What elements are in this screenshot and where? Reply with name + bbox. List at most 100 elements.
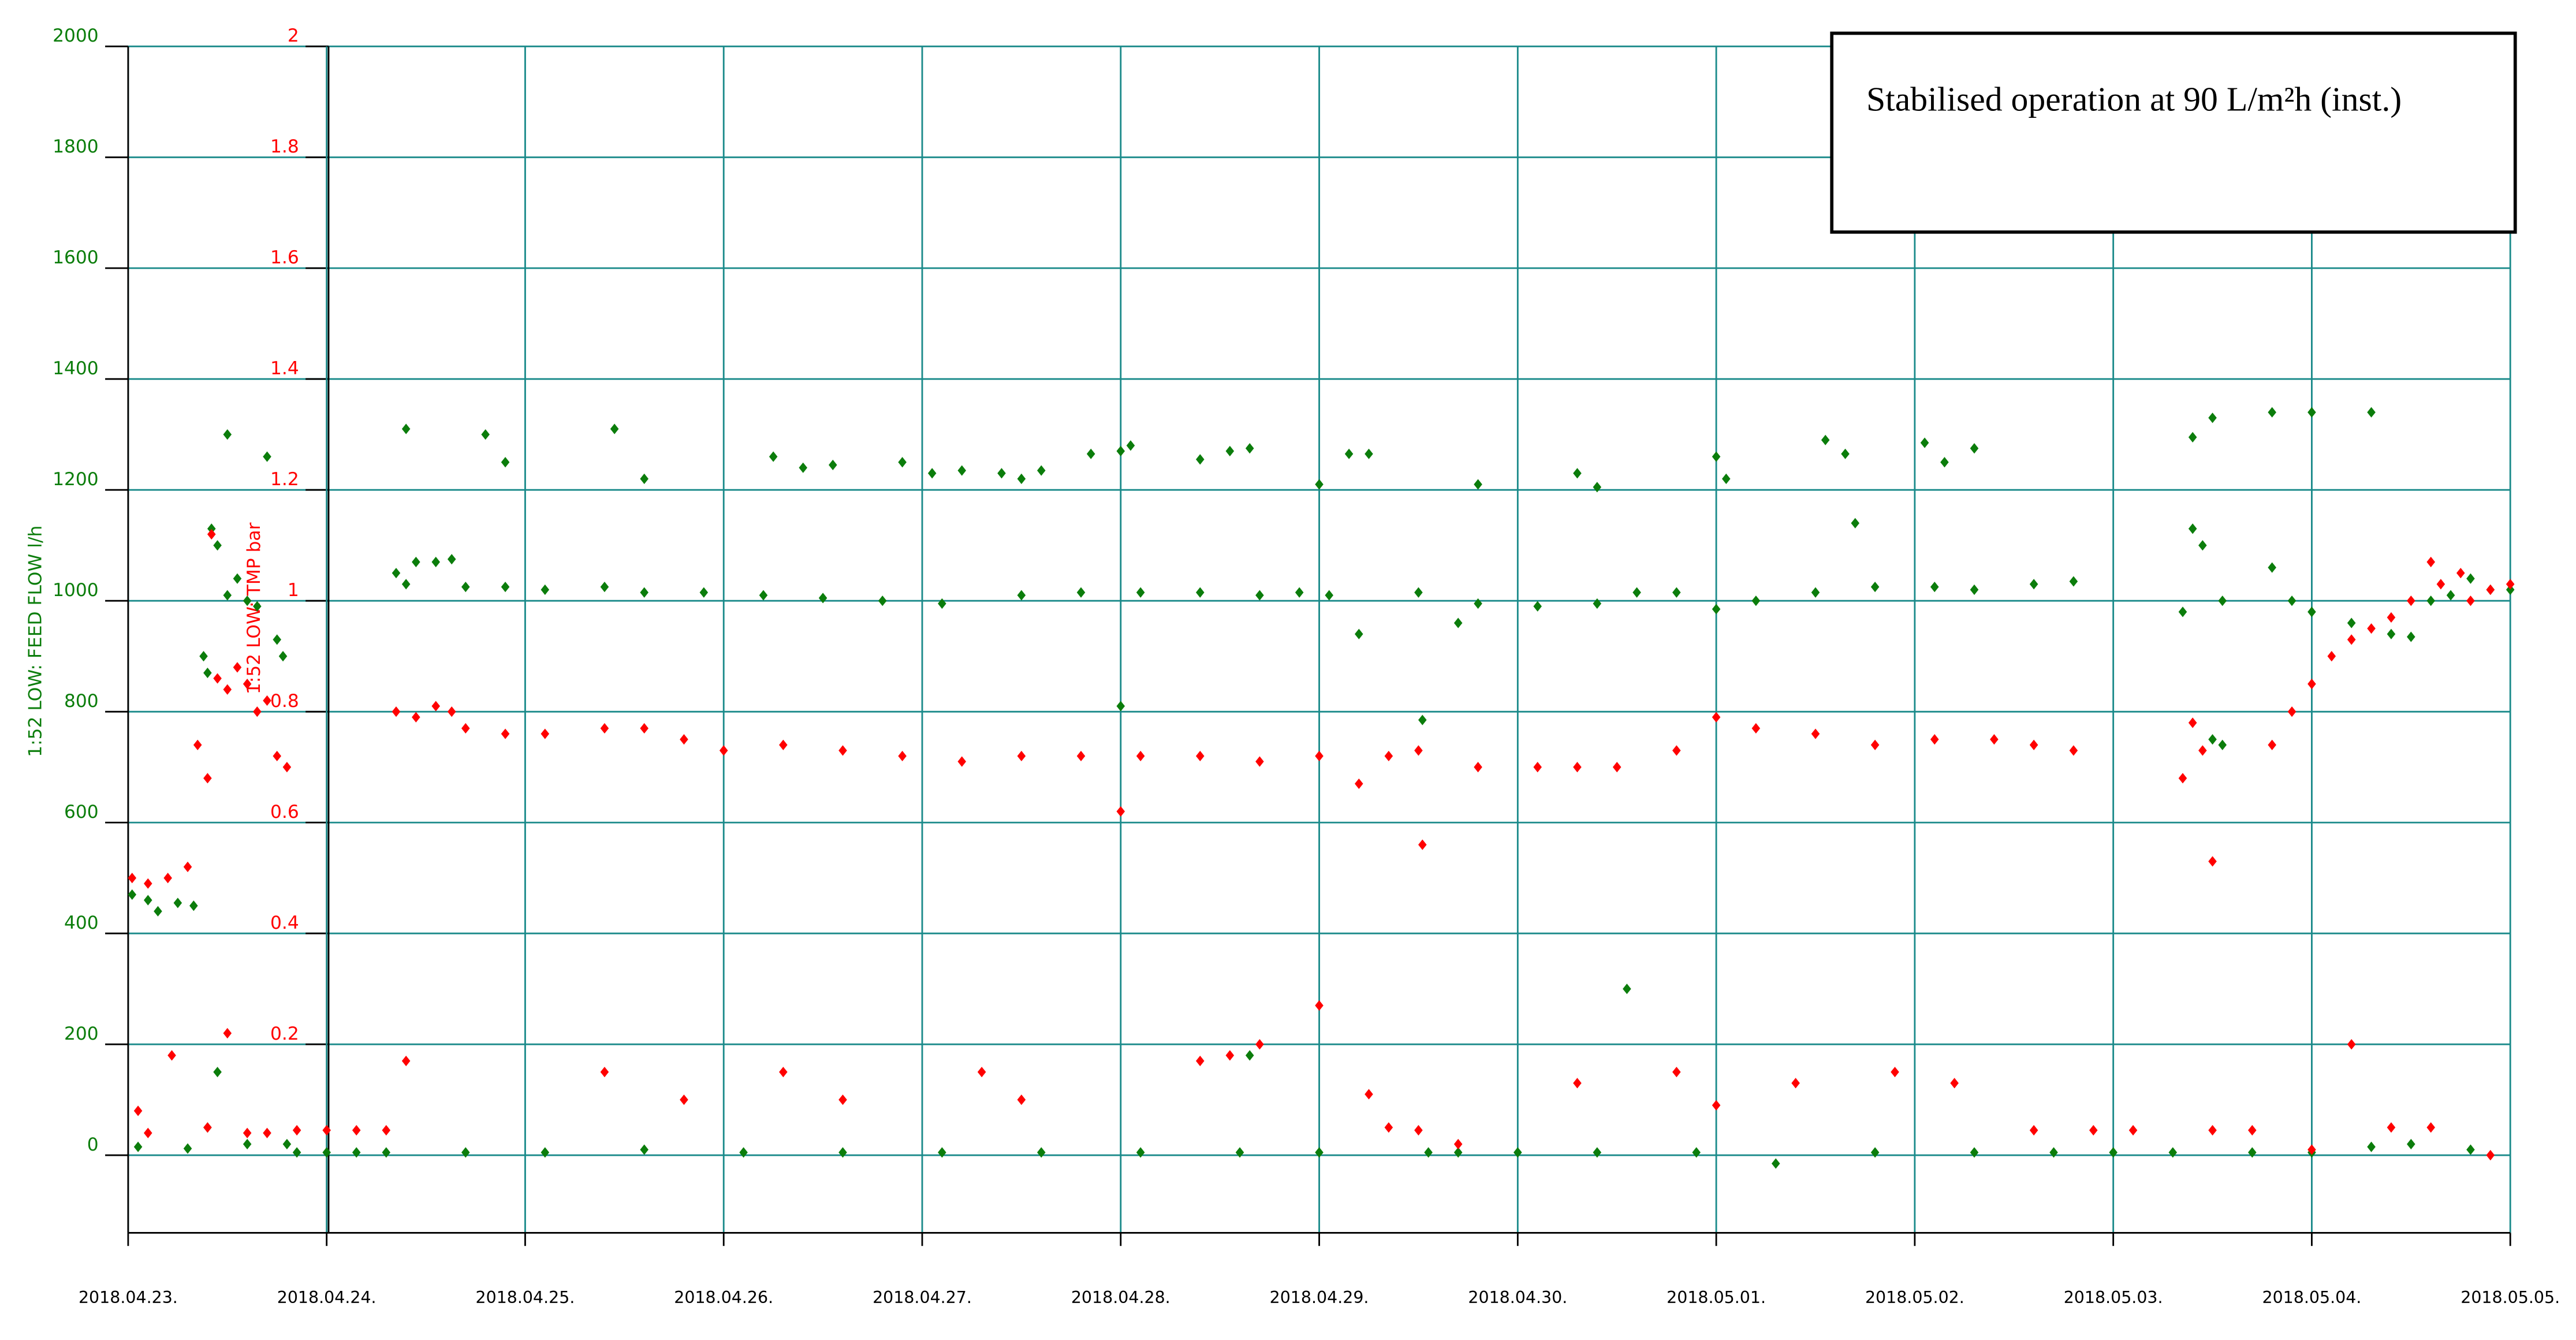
marker bbox=[2287, 595, 2297, 606]
marker bbox=[2426, 595, 2435, 606]
marker bbox=[144, 1127, 152, 1138]
marker bbox=[1225, 1050, 1235, 1061]
marker bbox=[1255, 590, 1264, 601]
marker bbox=[322, 1147, 331, 1158]
y-tick-label: 200 bbox=[64, 1023, 99, 1044]
y-tick-label: 1000 bbox=[53, 580, 99, 601]
marker bbox=[957, 465, 967, 476]
marker bbox=[1116, 445, 1125, 457]
marker bbox=[2248, 1125, 2257, 1136]
marker bbox=[2407, 1138, 2415, 1149]
marker bbox=[2208, 734, 2217, 745]
marker bbox=[207, 528, 216, 540]
x-tick-label: 2018.04.24. bbox=[277, 1288, 376, 1307]
marker bbox=[1325, 590, 1334, 601]
marker bbox=[243, 1138, 252, 1149]
y2-tick-label: 0.4 bbox=[270, 913, 299, 933]
marker bbox=[2198, 540, 2207, 551]
x-tick-label: 2018.04.25. bbox=[476, 1288, 575, 1307]
y-tick-label: 1800 bbox=[53, 136, 99, 157]
y-tick-label: 400 bbox=[64, 913, 99, 933]
marker bbox=[2268, 562, 2276, 573]
marker bbox=[1821, 434, 1830, 445]
marker bbox=[183, 1143, 192, 1154]
marker bbox=[1196, 1055, 1205, 1066]
marker bbox=[1672, 1066, 1681, 1078]
marker bbox=[1920, 437, 1929, 448]
marker bbox=[263, 1127, 271, 1138]
marker bbox=[1245, 443, 1254, 454]
x-tick-label: 2018.05.05. bbox=[2461, 1288, 2560, 1307]
marker bbox=[927, 468, 937, 479]
marker bbox=[1414, 587, 1423, 598]
marker bbox=[189, 900, 198, 911]
marker bbox=[203, 773, 212, 784]
marker bbox=[1672, 587, 1681, 598]
marker bbox=[2029, 579, 2038, 590]
y2-tick-label: 2 bbox=[288, 25, 299, 46]
marker bbox=[352, 1147, 361, 1158]
marker bbox=[1315, 479, 1324, 490]
marker bbox=[1533, 601, 1542, 612]
marker bbox=[322, 1125, 331, 1136]
y-tick-label: 1600 bbox=[53, 247, 99, 268]
marker bbox=[2426, 556, 2435, 568]
marker bbox=[1255, 756, 1264, 767]
marker bbox=[1136, 1147, 1145, 1158]
marker bbox=[1384, 1122, 1393, 1133]
marker bbox=[1424, 1147, 1433, 1158]
marker bbox=[1126, 440, 1135, 451]
marker bbox=[898, 750, 907, 762]
marker bbox=[1365, 448, 1373, 459]
marker bbox=[838, 1094, 847, 1106]
marker bbox=[273, 750, 282, 762]
marker bbox=[1722, 473, 1731, 485]
marker bbox=[2486, 1149, 2495, 1161]
annotation: Stabilised operation at 90 L/m²h (inst.) bbox=[1866, 79, 2402, 118]
marker bbox=[1116, 806, 1125, 817]
marker bbox=[1315, 1000, 1324, 1011]
marker bbox=[1970, 1147, 1979, 1158]
marker bbox=[2506, 579, 2515, 590]
y2-tick-label: 0.8 bbox=[270, 691, 299, 712]
marker bbox=[243, 679, 252, 690]
marker bbox=[1533, 762, 1542, 773]
marker bbox=[2029, 1125, 2038, 1136]
y2-tick-label: 1 bbox=[288, 580, 299, 601]
marker bbox=[1136, 750, 1145, 762]
marker bbox=[2128, 1125, 2138, 1136]
marker bbox=[154, 906, 162, 917]
marker bbox=[1365, 1089, 1373, 1100]
marker bbox=[207, 523, 216, 534]
marker bbox=[2367, 1141, 2376, 1152]
marker bbox=[501, 582, 510, 593]
y2-tick-label: 1.8 bbox=[270, 136, 299, 157]
marker bbox=[2367, 407, 2376, 418]
marker bbox=[1970, 443, 1979, 454]
marker bbox=[1136, 587, 1145, 598]
marker bbox=[2426, 1122, 2435, 1133]
marker bbox=[2486, 584, 2495, 595]
marker bbox=[977, 1066, 986, 1078]
marker bbox=[1196, 454, 1205, 465]
marker bbox=[838, 1147, 847, 1158]
marker bbox=[1573, 1078, 1582, 1089]
marker bbox=[2248, 1147, 2257, 1158]
marker bbox=[1453, 1138, 1463, 1149]
y-tick-label: 600 bbox=[64, 802, 99, 822]
x-tick-label: 2018.05.01. bbox=[1667, 1288, 1766, 1307]
marker bbox=[292, 1125, 301, 1136]
marker bbox=[1418, 839, 1427, 850]
y-tick-label: 1200 bbox=[53, 469, 99, 490]
marker bbox=[133, 1106, 143, 1116]
marker bbox=[501, 457, 510, 468]
marker bbox=[1315, 1147, 1324, 1158]
marker bbox=[1474, 598, 1482, 609]
marker bbox=[1196, 750, 1205, 762]
marker bbox=[461, 1147, 470, 1158]
y2-tick-label: 1.4 bbox=[270, 358, 299, 379]
marker bbox=[382, 1125, 391, 1136]
marker bbox=[1116, 701, 1125, 712]
marker bbox=[2407, 595, 2415, 606]
marker bbox=[1791, 1078, 1800, 1089]
